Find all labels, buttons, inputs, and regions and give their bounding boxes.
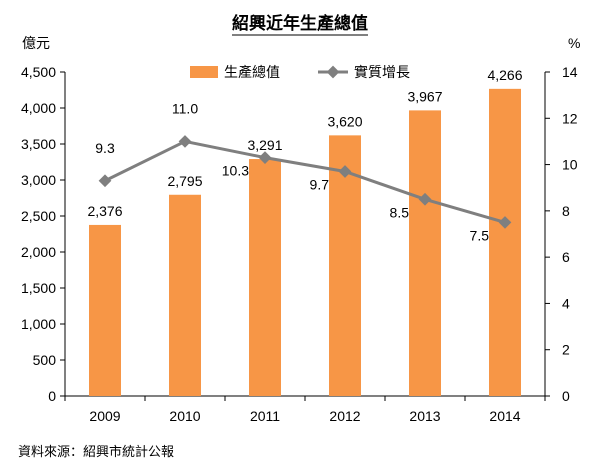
growth-data-label: 9.7 [310,177,330,193]
left-tick-label: 2,000 [21,244,56,260]
right-tick-label: 6 [562,249,570,265]
x-axis-ticks: 2009 2010 2011 2012 2013 2014 [64,396,546,424]
left-axis-ticks: 0 500 1,000 1,500 2,000 2,500 3,000 3,500 4,000 4… [21,64,65,404]
bar [329,135,361,397]
x-tick-label: 2011 [250,408,280,424]
bars [89,88,521,397]
bar [249,159,281,396]
left-tick-label: 3,500 [21,136,56,152]
legend-line-label: 實質增長 [354,64,410,80]
growth-point [178,135,192,148]
source-note: 資料來源：紹興市統計公報 [18,444,174,459]
bar [409,110,441,396]
growth-point [258,151,272,164]
right-tick-label: 12 [562,110,578,126]
growth-data-label: 11.0 [172,100,198,116]
left-tick-label: 0 [48,388,56,404]
right-tick-label: 2 [562,342,570,358]
growth-point [338,165,352,178]
bar [489,88,521,397]
growth-data-label: 9.3 [95,140,115,156]
right-tick-label: 14 [562,64,578,80]
legend-bar-swatch [190,66,218,78]
line-labels: 9.3 11.0 10.3 9.7 8.5 7.5 [95,100,489,243]
growth-line [104,139,506,224]
bar [169,194,201,396]
right-tick-label: 8 [562,203,570,219]
bar-data-label: 2,795 [167,173,202,189]
left-axis-unit: 億元 [22,35,50,51]
x-tick-label: 2009 [89,408,120,424]
bar-data-label: 2,376 [87,203,122,219]
growth-data-label: 10.3 [222,163,249,179]
right-tick-label: 0 [562,388,570,404]
left-tick-label: 4,000 [21,100,56,116]
left-tick-label: 500 [33,352,57,368]
left-tick-label: 2,500 [21,208,56,224]
bar-data-label: 3,967 [407,88,442,104]
bar-labels: 2,376 2,795 3,291 3,620 3,967 4,266 [87,67,522,219]
right-tick-label: 4 [562,295,570,311]
growth-point [418,192,432,206]
bar-data-label: 3,291 [247,137,282,153]
growth-data-label: 8.5 [390,204,410,220]
right-axis-ticks: 0 2 4 6 8 10 12 14 [545,64,578,404]
left-tick-label: 4,500 [21,64,56,80]
x-tick-label: 2013 [409,408,440,424]
bar-data-label: 3,620 [327,113,362,129]
legend-bar-label: 生產總值 [224,64,280,80]
growth-data-label: 7.5 [470,227,490,243]
right-axis-unit: % [568,35,580,51]
bar-data-label: 4,266 [487,67,522,83]
bar [89,224,121,396]
line-series [98,135,512,229]
chart-title: 紹興近年生產總值 [232,13,368,33]
x-tick-label: 2014 [489,408,520,424]
left-tick-label: 1,500 [21,280,56,296]
legend: 生產總值 實質增長 [190,64,410,80]
left-tick-label: 3,000 [21,172,56,188]
growth-point [98,174,112,188]
legend-line-marker [326,65,340,79]
right-tick-label: 10 [562,157,578,173]
left-tick-label: 1,000 [21,316,56,332]
growth-point [498,216,512,229]
x-tick-label: 2012 [329,408,360,424]
x-tick-label: 2010 [169,408,200,424]
